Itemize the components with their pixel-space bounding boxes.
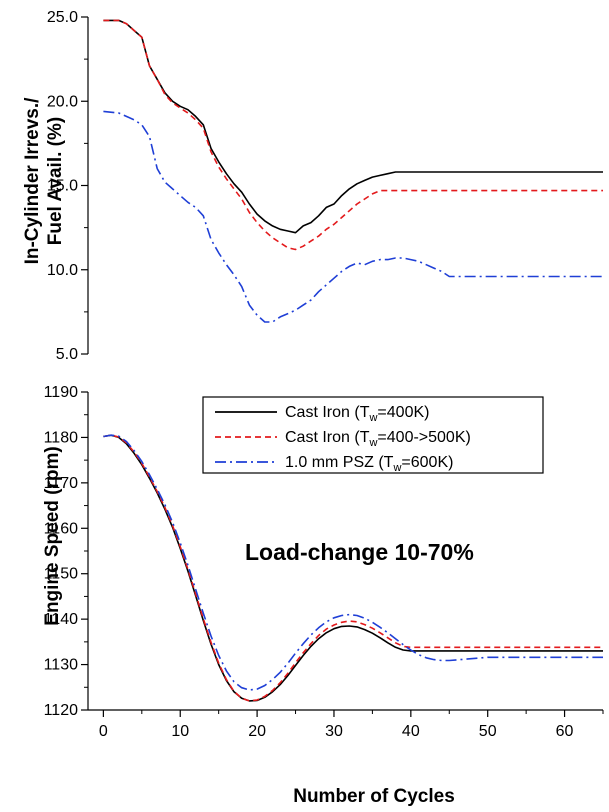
bottom-series-psz-600 [103,434,603,691]
bottom-y-tick-label: 1190 [44,384,79,401]
bottom-y-tick-label: 1160 [44,520,79,537]
x-tick-label: 60 [556,723,574,740]
bottom-series-group [103,434,603,702]
legend-box [202,396,544,474]
bottom-panel: 1120 1130 1140 1150 1160 1170 1180 1190 0 10 20 30 4… [42,384,604,807]
x-tick-label: 40 [402,723,420,740]
x-tick-label: 0 [99,723,108,740]
bottom-y-tick-label: 1130 [44,657,79,674]
bottom-y-tick-label: 1170 [44,475,79,492]
bottom-y-tick-label: 1140 [44,611,79,628]
x-tick-label: 10 [171,723,189,740]
top-series-cast-iron-400-500 [103,19,603,251]
bottom-y-tick-label: 1150 [44,566,79,583]
x-tick-label: 20 [248,723,266,740]
top-y-tick-label: 25.0 [47,9,78,26]
top-series-psz-600 [103,110,603,323]
x-axis-title: Number of Cycles [293,786,455,807]
x-tick-label: 30 [325,723,343,740]
bottom-series-cast-iron-400 [103,434,603,702]
bottom-series-cast-iron-400-500 [103,434,603,702]
top-ylabel-line-2: Fuel Avail. (%) [45,117,66,245]
top-y-tick-label: 20.0 [47,93,78,110]
bottom-y-tick-label: 1120 [44,702,79,719]
x-tick-label: 50 [479,723,497,740]
top-series-group [103,19,603,323]
top-y-tick-label: 10.0 [47,262,78,279]
top-axes: 5.0 10.0 15.0 20.0 25.0 [47,9,89,363]
legend: Cast Iron (Tw=400K) Cast Iron (Tw=400->50… [202,396,544,474]
top-y-tick-label: 5.0 [56,346,78,363]
top-y-tick-label: 15.0 [47,178,78,195]
top-ylabel-line-1: In-Cylinder Irrevs./ [22,97,43,265]
legend-entry-psz-600: 1.0 mm PSZ (Tw=600K) [285,454,453,474]
top-panel: 5.0 10.0 15.0 20.0 25.0 In-Cylinder Irrevs./… [22,9,603,363]
bottom-ylabel: Engine Speed (rpm) [42,446,63,625]
bottom-axes: 1120 1130 1140 1150 1160 1170 1180 1190 0 10 20 30 4… [44,384,604,740]
legend-entry-cast-iron-400-500: Cast Iron (Tw=400->500K) [285,429,471,449]
bottom-y-tick-label: 1180 [44,429,79,446]
load-change-annotation: Load-change 10-70% [245,539,474,565]
legend-entry-cast-iron-400: Cast Iron (Tw=400K) [285,404,429,424]
top-series-cast-iron-400 [103,19,603,234]
